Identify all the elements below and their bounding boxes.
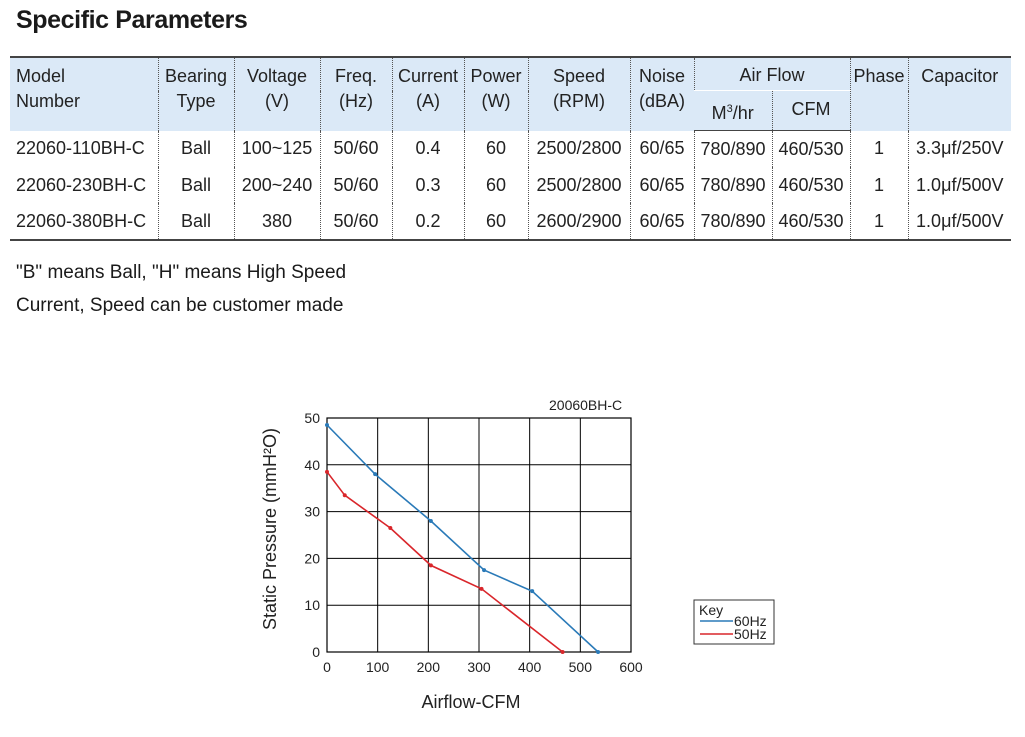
cell-speed: 2500/2800 — [527, 130, 630, 167]
cell-model-number: 22060-380BH-C — [10, 203, 158, 241]
y-axis-label: Static Pressure (mmH²O) — [260, 428, 280, 630]
header-power: Power (W) — [463, 56, 528, 131]
chart-series — [325, 423, 601, 654]
y-tick-label: 10 — [304, 597, 320, 613]
cell-voltage: 380 — [233, 203, 320, 241]
header-frequency: Freq. (Hz) — [319, 56, 392, 131]
chart-title: 20060BH-C — [549, 397, 622, 413]
x-tick-label: 600 — [619, 659, 643, 675]
x-tick-label: 100 — [366, 659, 390, 675]
cell-noise: 60/65 — [629, 167, 694, 203]
x-tick-label: 500 — [569, 659, 593, 675]
cell-airflow-m3hr: 780/890 — [693, 167, 772, 203]
plot-area — [326, 417, 632, 653]
table-row: 22060-380BH-C Ball 380 50/60 0.2 60 2600… — [10, 203, 1012, 241]
cell-frequency: 50/60 — [319, 203, 392, 241]
y-tick-label: 0 — [312, 644, 320, 660]
x-tick-label: 400 — [518, 659, 542, 675]
data-point-60hz — [596, 650, 601, 654]
cell-voltage: 200~240 — [233, 167, 320, 203]
cell-noise: 60/65 — [629, 130, 694, 167]
chart-tick-labels: 0 100 200 300 400 500 600 0 10 20 30 40 50 — [304, 410, 642, 675]
cell-voltage: 100~125 — [233, 130, 320, 167]
cell-airflow-m3hr: 780/890 — [693, 130, 772, 167]
note-bearing-speed-legend: "B" means Ball, "H" means High Speed — [16, 262, 347, 283]
data-point-50hz — [325, 469, 329, 474]
cell-model-number: 22060-230BH-C — [16, 174, 147, 195]
series-line-50hz — [326, 471, 564, 653]
x-axis-label: Airflow-CFM — [422, 692, 521, 712]
header-model-number: Model Number — [10, 56, 158, 131]
header-speed: Speed (RPM) — [527, 56, 630, 131]
note-customization: Current, Speed can be customer made — [16, 295, 344, 316]
cell-current: 0.4 — [391, 130, 464, 167]
cell-power: 60 — [463, 167, 528, 203]
cell-speed: 2500/2800 — [527, 167, 630, 203]
header-air-flow: Air Flow — [693, 56, 851, 91]
series-line-60hz — [326, 424, 599, 653]
legend-label-50hz: 50Hz — [734, 626, 767, 642]
cell-capacitor: 1.0μf/500V — [907, 167, 1012, 203]
y-tick-label: 50 — [304, 410, 320, 426]
x-tick-label: 200 — [417, 659, 441, 675]
x-tick-label: 0 — [323, 659, 331, 675]
legend-title: Key — [699, 602, 723, 618]
cell-bearing: Ball — [157, 203, 234, 241]
page-title: Specific Parameters — [16, 6, 248, 34]
specifications-table: Model Number Bearing Type Voltage (V) Freq.… — [10, 56, 1012, 241]
cell-phase: 1 — [849, 203, 909, 241]
data-point-50hz — [560, 650, 565, 654]
data-point-60hz — [373, 472, 378, 477]
cell-phase: 1 — [849, 130, 909, 167]
cell-capacitor: 1.0μf/500V — [907, 203, 1012, 241]
y-tick-label: 30 — [304, 504, 320, 520]
cell-capacitor: 3.3μf/250V — [907, 130, 1012, 167]
y-tick-label: 20 — [304, 550, 320, 566]
x-tick-label: 300 — [467, 659, 491, 675]
data-point-60hz — [530, 589, 535, 594]
cell-power: 60 — [463, 130, 528, 167]
cell-bearing: Ball — [157, 130, 234, 167]
header-airflow-cfm: CFM — [771, 90, 851, 131]
cell-airflow-cfm: 460/530 — [771, 203, 851, 241]
cell-current: 0.3 — [391, 167, 464, 203]
legend-label-60hz: 60Hz — [734, 613, 767, 629]
chart-grid — [326, 417, 632, 653]
cell-frequency: 50/60 — [319, 167, 392, 203]
data-point-60hz — [482, 568, 487, 573]
legend-box — [693, 599, 775, 645]
table-row: 22060-110BH-C Ball 100~125 50/60 0.4 60 … — [10, 130, 1012, 167]
cell-noise: 60/65 — [629, 203, 694, 241]
header-capacitor: Capacitor — [907, 56, 1012, 131]
y-tick-label: 40 — [304, 457, 320, 473]
header-phase: Phase — [849, 56, 909, 131]
cell-airflow-m3hr: 780/890 — [693, 203, 772, 241]
data-point-60hz — [325, 423, 329, 428]
cell-airflow-cfm: 460/530 — [771, 167, 851, 203]
header-voltage: Voltage (V) — [233, 56, 320, 131]
cell-current: 0.2 — [391, 203, 464, 241]
header-airflow-m3hr: M3/hr — [694, 90, 772, 131]
cell-frequency: 50/60 — [319, 130, 392, 167]
cell-phase: 1 — [849, 167, 909, 203]
cell-airflow-cfm: 460/530 — [771, 130, 851, 167]
header-noise: Noise (dBA) — [629, 56, 694, 131]
cell-model-number: 22060-110BH-C — [16, 138, 145, 159]
data-point-50hz — [479, 586, 484, 591]
cell-bearing: Ball — [157, 167, 234, 203]
data-point-60hz — [428, 518, 433, 523]
data-point-50hz — [428, 563, 433, 568]
cell-power: 60 — [463, 203, 528, 241]
header-current: Current (A) — [391, 56, 464, 131]
data-point-50hz — [342, 493, 347, 498]
cell-speed: 2600/2900 — [527, 203, 630, 241]
header-bearing-type: Bearing Type — [157, 56, 234, 131]
table-row: 22060-230BH-C Ball 200~240 50/60 0.3 60 … — [10, 167, 1012, 203]
data-point-50hz — [388, 525, 393, 530]
